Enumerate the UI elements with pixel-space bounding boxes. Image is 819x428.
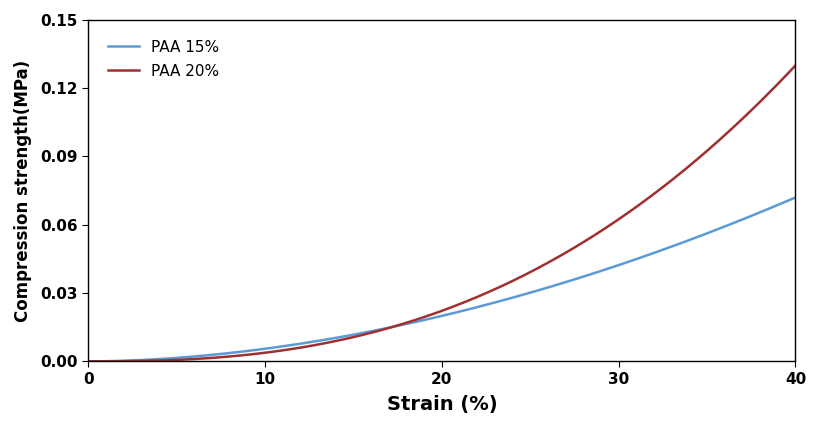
PAA 15%	[568, 277, 578, 282]
PAA 20%	[395, 322, 405, 327]
PAA 15%	[395, 323, 405, 328]
PAA 20%	[156, 358, 165, 363]
PAA 15%	[156, 357, 165, 362]
X-axis label: Strain (%): Strain (%)	[386, 395, 496, 414]
Line: PAA 20%: PAA 20%	[88, 65, 794, 361]
PAA 15%	[369, 328, 378, 333]
PAA 15%	[634, 256, 644, 261]
PAA 20%	[647, 193, 657, 198]
Line: PAA 15%: PAA 15%	[88, 197, 794, 361]
Legend: PAA 15%, PAA 20%: PAA 15%, PAA 20%	[96, 27, 231, 91]
PAA 20%	[568, 245, 578, 250]
PAA 20%	[369, 330, 378, 335]
PAA 15%	[790, 195, 799, 200]
PAA 20%	[634, 202, 644, 207]
PAA 20%	[84, 359, 93, 364]
Y-axis label: Compression strength(MPa): Compression strength(MPa)	[14, 59, 32, 322]
PAA 20%	[790, 63, 799, 68]
PAA 15%	[84, 359, 93, 364]
PAA 15%	[647, 251, 657, 256]
